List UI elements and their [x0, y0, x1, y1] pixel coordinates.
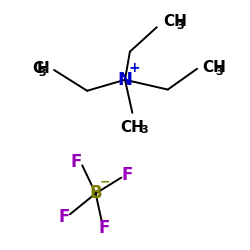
- Text: −: −: [100, 175, 110, 188]
- Text: F: F: [122, 166, 133, 184]
- Text: +: +: [128, 60, 140, 74]
- Text: H: H: [36, 61, 49, 76]
- Text: F: F: [58, 208, 70, 226]
- Text: CH: CH: [163, 14, 187, 28]
- Text: F: F: [98, 219, 110, 237]
- Text: 3: 3: [39, 68, 46, 78]
- Text: 3: 3: [176, 20, 184, 30]
- Text: CH: CH: [120, 120, 144, 135]
- Text: N: N: [118, 71, 132, 89]
- Text: 3: 3: [216, 67, 223, 77]
- Text: CH: CH: [202, 60, 226, 75]
- Text: 3: 3: [140, 124, 148, 134]
- Text: C: C: [32, 61, 43, 76]
- Text: B: B: [89, 184, 102, 202]
- Text: F: F: [70, 153, 82, 171]
